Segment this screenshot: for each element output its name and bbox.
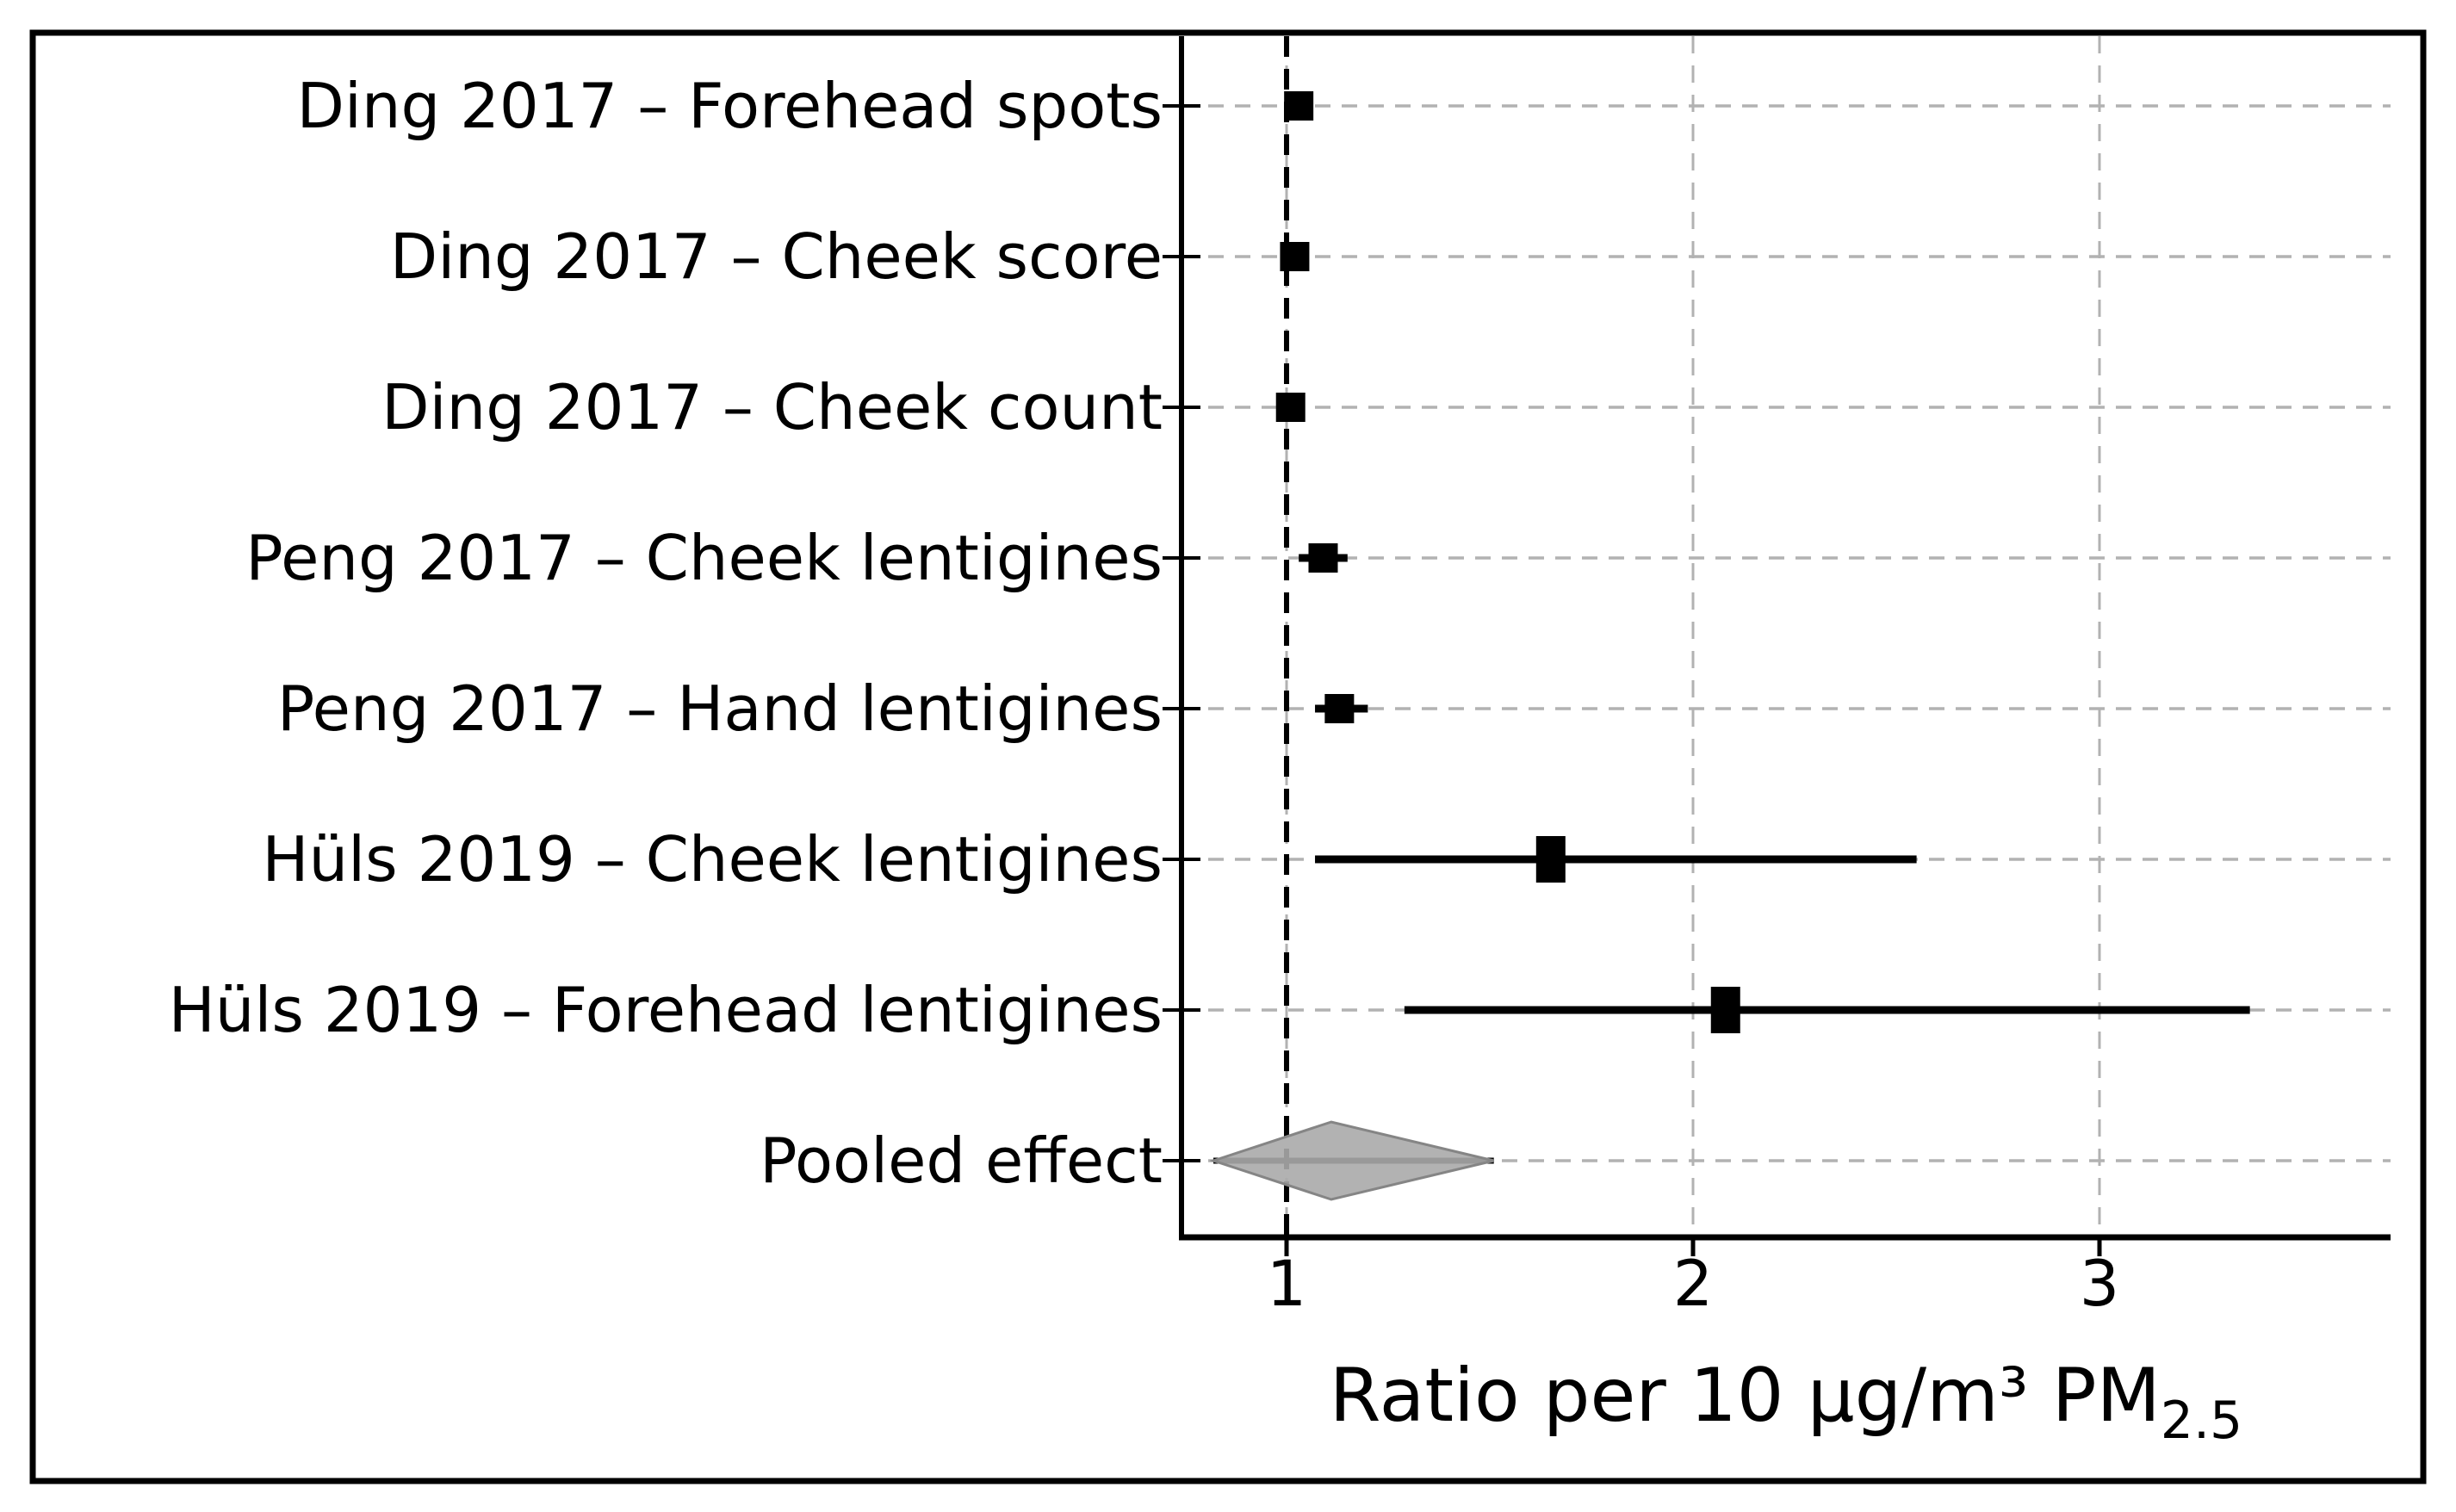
x-axis-title-main: Ratio per 10 µg/m³ PM (1330, 1353, 2161, 1439)
pooled-label: Pooled effect (760, 1125, 1163, 1197)
study-point-marker (1275, 393, 1306, 422)
study-label: Hüls 2019 – Forehead lentigines (169, 974, 1163, 1046)
study-label: Ding 2017 – Forehead spots (296, 70, 1163, 142)
x-axis-title-subscript: 2.5 (2161, 1391, 2242, 1451)
study-point-marker (1324, 694, 1355, 723)
study-label: Ding 2017 – Cheek count (381, 371, 1163, 443)
x-tick-label: 2 (1673, 1248, 1713, 1321)
x-tick-label: 1 (1267, 1248, 1306, 1321)
study-label: Peng 2017 – Cheek lentigines (245, 522, 1163, 594)
study-point-marker (1710, 987, 1740, 1033)
study-label: Hüls 2019 – Cheek lentigines (262, 823, 1163, 895)
study-point-marker (1280, 242, 1310, 271)
study-label: Peng 2017 – Hand lentigines (277, 672, 1163, 745)
x-axis-title: Ratio per 10 µg/m³ PM2.5 (1330, 1353, 2242, 1451)
study-point-marker (1284, 91, 1314, 121)
pooled-diamond (1209, 1120, 1495, 1201)
study-label: Ding 2017 – Cheek score (390, 220, 1163, 293)
x-tick-label: 3 (2080, 1248, 2119, 1321)
study-point-marker (1535, 836, 1566, 883)
study-point-marker (1308, 543, 1338, 573)
figure-frame (29, 29, 2427, 1484)
